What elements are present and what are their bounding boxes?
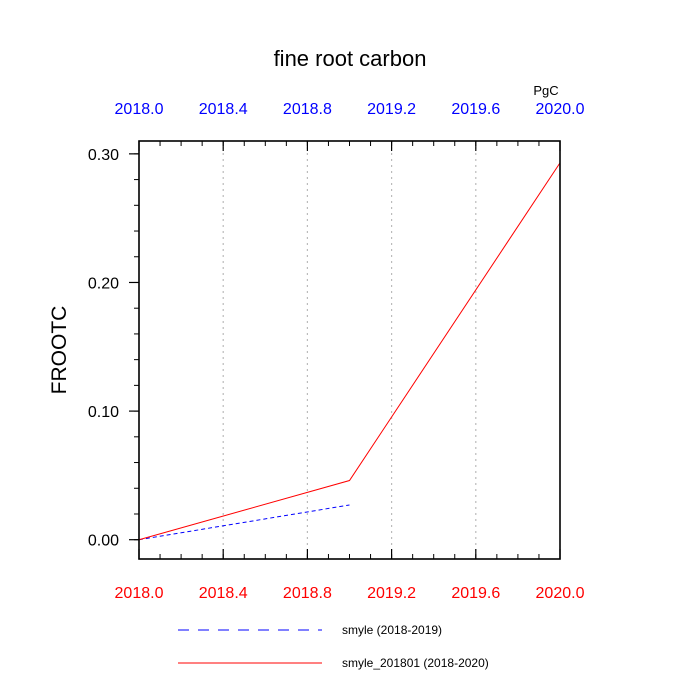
x-tick-label-bottom: 2020.0 — [536, 585, 585, 602]
y-tick-label: 0.00 — [88, 533, 119, 550]
x-tick-label-top: 2018.4 — [199, 101, 248, 118]
legend: smyle (2018-2019) smyle_201801 (2018-202… — [178, 623, 489, 670]
plot-frame — [138, 140, 561, 560]
tick-labels: 2018.0 2018.0 2018.4 2018.4 2018.8 2018.8 2019… — [88, 101, 585, 602]
x-tick-label-bottom: 2018.8 — [283, 585, 332, 602]
grid-lines — [222, 141, 477, 559]
series-line-1 — [138, 504, 350, 541]
series-lines — [138, 162, 561, 541]
x-tick-label-bottom: 2019.6 — [451, 585, 500, 602]
units-label: PgC — [533, 83, 558, 98]
x-tick-label-top: 2019.2 — [367, 101, 416, 118]
x-tick-label-top: 2018.8 — [283, 101, 332, 118]
x-tick-label-bottom: 2018.0 — [115, 585, 164, 602]
x-tick-label-bottom: 2019.2 — [367, 585, 416, 602]
y-tick-label: 0.20 — [88, 275, 119, 292]
x-tick-label-top: 2019.6 — [451, 101, 500, 118]
series-line-2 — [138, 162, 561, 541]
legend-label-smyle: smyle (2018-2019) — [342, 623, 442, 637]
x-tick-label-top: 2018.0 — [115, 101, 164, 118]
y-axis-label: FROOTC — [48, 306, 71, 395]
x-tick-label-bottom: 2018.4 — [199, 585, 248, 602]
y-tick-label: 0.30 — [88, 147, 119, 164]
x-tick-label-top: 2020.0 — [536, 101, 585, 118]
y-tick-label: 0.10 — [88, 404, 119, 421]
legend-label-smyle-201801: smyle_201801 (2018-2020) — [342, 656, 489, 670]
chart-title: fine root carbon — [274, 46, 427, 71]
axis-ticks — [129, 141, 561, 559]
